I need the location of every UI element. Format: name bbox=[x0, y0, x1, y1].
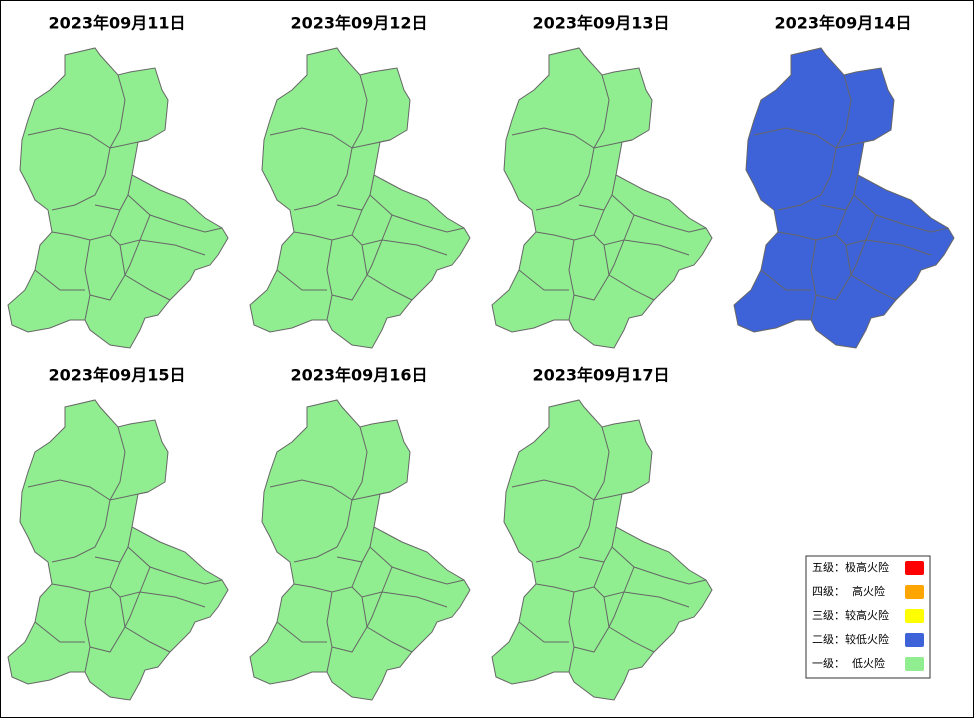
region-map bbox=[491, 47, 713, 349]
map-panel: 2023年09月13日 bbox=[491, 14, 713, 349]
legend-swatch bbox=[905, 585, 924, 599]
region-map bbox=[249, 47, 471, 349]
legend-label: 二级：较低火险 bbox=[812, 632, 889, 646]
map-panel: 2023年09月17日 bbox=[491, 366, 713, 701]
panel-date: 2023年09月14日 bbox=[774, 14, 911, 33]
panel-date: 2023年09月13日 bbox=[532, 14, 669, 33]
legend-label: 五级：极高火险 bbox=[812, 560, 889, 574]
region-map bbox=[7, 47, 229, 349]
legend-swatch bbox=[905, 561, 924, 575]
panel-date: 2023年09月11日 bbox=[48, 14, 185, 33]
region-map bbox=[249, 399, 471, 701]
panel-date: 2023年09月16日 bbox=[290, 366, 427, 385]
region-map bbox=[7, 399, 229, 701]
legend-label: 三级：较高火险 bbox=[812, 608, 889, 622]
panel-date: 2023年09月17日 bbox=[532, 366, 669, 385]
legend-swatch bbox=[905, 657, 924, 671]
legend-swatch bbox=[905, 633, 924, 647]
map-panel: 2023年09月14日 bbox=[733, 14, 955, 349]
legend-swatch bbox=[905, 609, 924, 623]
legend-label: 四级： 高火险 bbox=[812, 584, 885, 598]
legend-label: 一级： 低火险 bbox=[812, 656, 885, 670]
map-panel: 2023年09月11日 bbox=[7, 14, 229, 349]
region-map bbox=[491, 399, 713, 701]
map-panel: 2023年09月12日 bbox=[249, 14, 471, 349]
map-panel: 2023年09月15日 bbox=[7, 366, 229, 701]
map-panel: 2023年09月16日 bbox=[249, 366, 471, 701]
panel-date: 2023年09月12日 bbox=[290, 14, 427, 33]
region-map bbox=[733, 47, 955, 349]
panel-date: 2023年09月15日 bbox=[48, 366, 185, 385]
